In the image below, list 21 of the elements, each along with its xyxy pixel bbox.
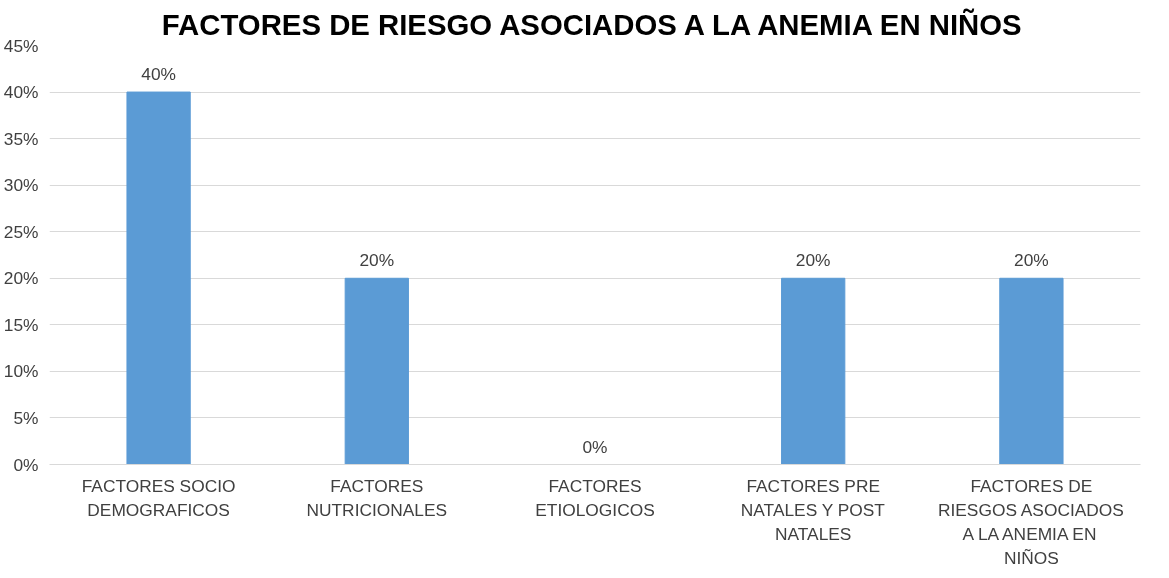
y-tick-label: 0% (13, 454, 39, 475)
y-tick-label: 45% (3, 35, 39, 56)
data-label: 20% (795, 250, 831, 271)
data-label: 20% (1014, 250, 1049, 271)
y-tick-label: 35% (3, 128, 39, 149)
x-tick-label: FACTORES DE RIESGOS ASOCIADOS A LA ANEMIA EN NIÑOS (938, 475, 1124, 568)
y-tick-label: 10% (3, 361, 39, 382)
chart-title: FACTORES DE RIESGO ASOCIADOS A LA ANEMIA EN NIÑOS (161, 7, 1022, 41)
x-tick-label: FACTORES NUTRICIONALES (306, 475, 448, 520)
y-tick-label: 30% (3, 175, 39, 196)
y-tick-label: 40% (3, 82, 39, 103)
data-label: 40% (141, 64, 176, 85)
x-tick-label: FACTORES ETIOLOGICOS (535, 475, 655, 520)
x-tick-label: FACTORES SOCIO DEMOGRAFICOS (81, 475, 236, 520)
y-tick-label: 25% (3, 221, 39, 242)
data-label: 0% (582, 436, 608, 457)
y-tick-label: 20% (3, 268, 39, 289)
y-tick-label: 5% (13, 407, 39, 428)
data-label: 20% (359, 250, 395, 271)
x-tick-label: FACTORES PRE NATALES Y POST NATALES (740, 475, 886, 544)
y-tick-label: 15% (3, 314, 39, 335)
